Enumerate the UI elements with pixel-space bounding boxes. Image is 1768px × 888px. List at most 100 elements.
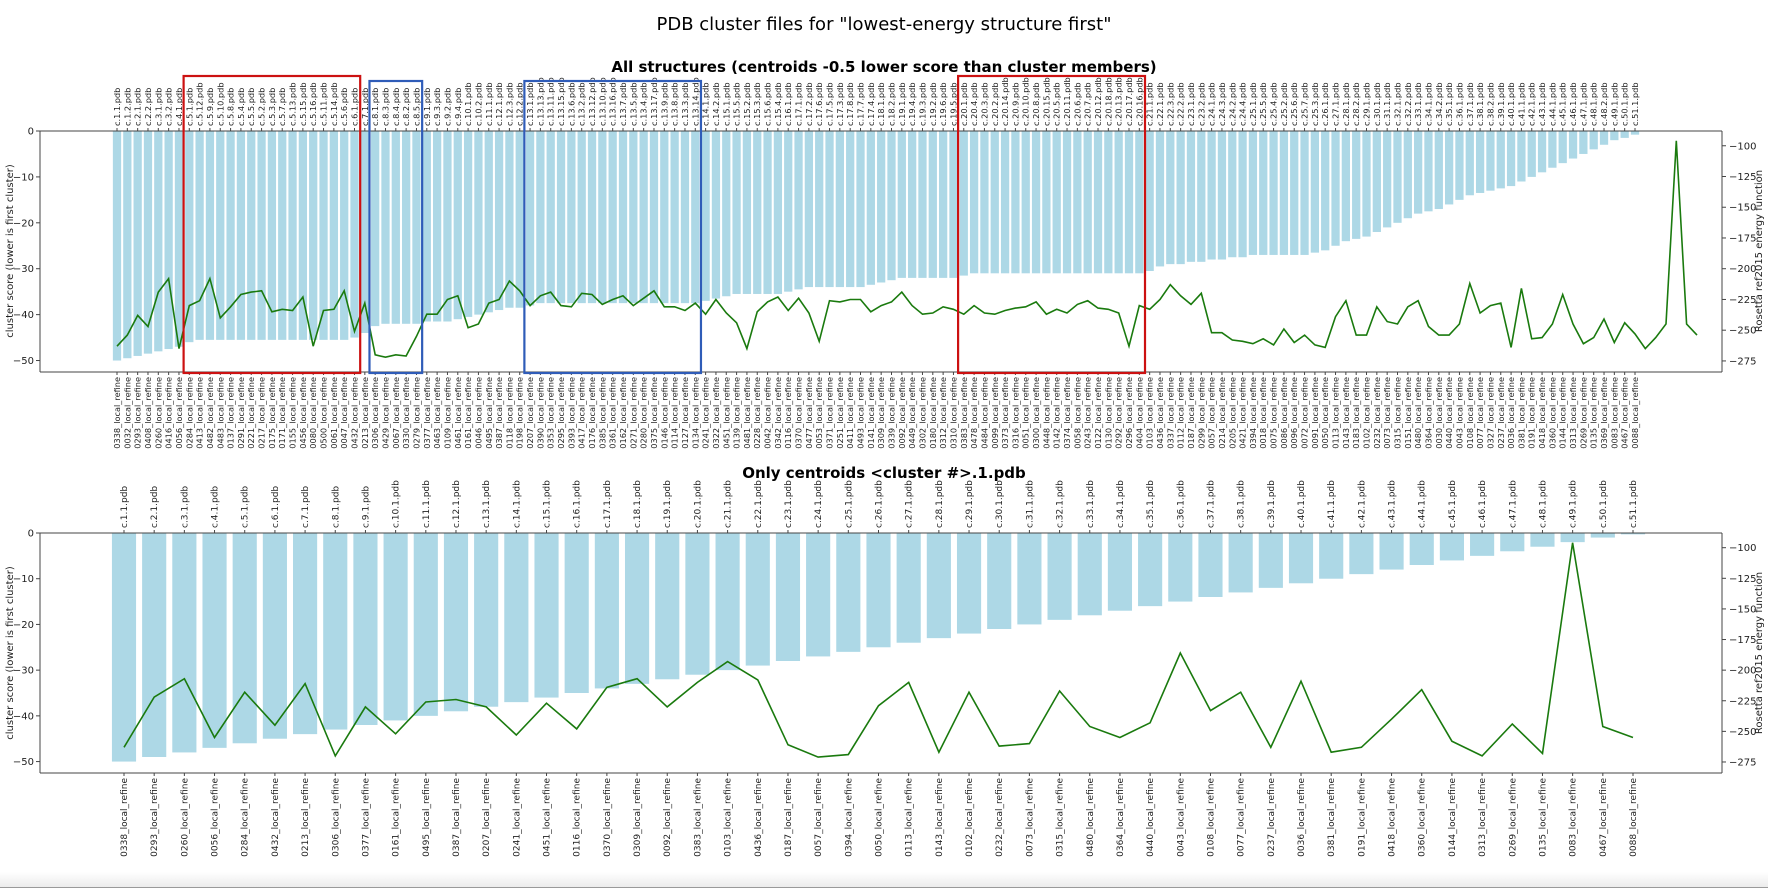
bar-all-127 bbox=[1424, 131, 1432, 211]
top-tick-label: c.4.1.pdb bbox=[174, 88, 184, 126]
top-tick-label: c.38.2.pdb bbox=[1485, 82, 1495, 126]
bottom-tick-label: 0337_local_refine bbox=[1165, 377, 1175, 449]
top-tick-label: c.5.9.pdb bbox=[205, 88, 215, 126]
bottom-tick-label: 0370_local_refine bbox=[603, 778, 613, 857]
bar-all-11 bbox=[226, 131, 234, 340]
bar-all-97 bbox=[1115, 131, 1123, 273]
top-tick-label: c.20.10.pdb bbox=[1021, 77, 1031, 126]
bottom-tick-label: 0375_local_refine bbox=[649, 377, 659, 449]
ytick-label: −50 bbox=[13, 356, 34, 367]
bar-all-0 bbox=[113, 131, 121, 361]
bar-centroid-39 bbox=[1289, 533, 1313, 583]
bottom-tick-label: 0291_local_refine bbox=[236, 377, 246, 449]
bar-all-17 bbox=[288, 131, 296, 340]
top-tick-label: c.15.4.pdb bbox=[773, 82, 783, 126]
bottom-tick-label: 0036_local_refine bbox=[1297, 778, 1307, 857]
bottom-tick-label: 0385_local_refine bbox=[597, 377, 607, 449]
bottom-tick-label: 0108_local_refine bbox=[1206, 778, 1216, 857]
bar-all-6 bbox=[175, 131, 183, 347]
y2tick-label: −150 bbox=[1729, 604, 1756, 615]
top-tick-label: c.26.1.pdb bbox=[1320, 82, 1330, 126]
top-tick-label: c.22.1.pdb bbox=[1155, 82, 1165, 126]
bottom-tick-label: 0260_local_refine bbox=[153, 377, 163, 449]
top-tick-label: c.2.2.pdb bbox=[143, 88, 153, 126]
bottom-tick-label: 0408_local_refine bbox=[143, 377, 153, 449]
bottom-tick-label: 0436_local_refine bbox=[754, 778, 764, 857]
top-tick-label: c.11.1.pdb bbox=[422, 480, 432, 528]
bottom-tick-label: 0056_local_refine bbox=[174, 377, 184, 449]
bar-all-118 bbox=[1331, 131, 1339, 246]
bottom-tick-label: 0353_local_refine bbox=[546, 377, 556, 449]
top-tick-label: c.21.1.pdb bbox=[724, 480, 734, 528]
bottom-tick-label: 0456_local_refine bbox=[298, 377, 308, 449]
bar-all-132 bbox=[1476, 131, 1484, 193]
y2tick-label: −100 bbox=[1729, 543, 1756, 554]
top-tick-label: c.20.11.pdb bbox=[1062, 77, 1072, 126]
top-tick-label: c.9.1.pdb bbox=[361, 486, 371, 528]
bar-centroid-17 bbox=[625, 533, 649, 684]
top-tick-label: c.13.2.pdb bbox=[577, 82, 587, 126]
top-tick-label: c.33.1.pdb bbox=[1413, 82, 1423, 126]
bar-all-79 bbox=[929, 131, 937, 278]
bar-centroid-19 bbox=[685, 533, 709, 675]
bar-all-29 bbox=[412, 131, 420, 324]
bar-all-99 bbox=[1135, 131, 1143, 273]
top-tick-label: c.4.1.pdb bbox=[211, 486, 221, 528]
bar-all-100 bbox=[1146, 131, 1154, 271]
bottom-tick-label: 0237_local_refine bbox=[1267, 778, 1277, 857]
top-tick-label: c.24.4.pdb bbox=[1238, 82, 1248, 126]
top-tick-label: c.5.7.pdb bbox=[277, 88, 287, 126]
bottom-tick-label: 0032_local_refine bbox=[122, 377, 132, 449]
top-tick-label: c.17.4.pdb bbox=[866, 82, 876, 126]
bottom-tick-label: 0018_local_refine bbox=[1258, 377, 1268, 449]
bar-all-75 bbox=[887, 131, 895, 280]
top-tick-label: c.9.1.pdb bbox=[422, 88, 432, 126]
bottom-tick-label: 0383_local_refine bbox=[959, 377, 969, 449]
y2tick-label: −175 bbox=[1729, 635, 1756, 646]
bar-all-42 bbox=[547, 131, 555, 303]
top-tick-label: c.44.1.pdb bbox=[1547, 82, 1557, 126]
top-tick-label: c.17.6.pdb bbox=[814, 82, 824, 126]
top-tick-label: c.32.1.pdb bbox=[1392, 82, 1402, 126]
bottom-tick-label: 0135_local_refine bbox=[1538, 778, 1548, 857]
y2tick-label: −225 bbox=[1729, 295, 1756, 306]
top-tick-label: c.19.1.pdb bbox=[663, 480, 673, 528]
bar-all-105 bbox=[1197, 131, 1205, 262]
bottom-tick-label: 0118_local_refine bbox=[504, 377, 514, 449]
top-tick-label: c.24.3.pdb bbox=[1217, 82, 1227, 126]
y2tick-label: −100 bbox=[1729, 141, 1756, 152]
bottom-tick-label: 0292_local_refine bbox=[1114, 377, 1124, 449]
figure-suptitle: PDB cluster files for "lowest-energy str… bbox=[656, 14, 1111, 35]
bar-all-73 bbox=[867, 131, 875, 285]
bar-all-32 bbox=[443, 131, 451, 322]
top-tick-label: c.16.1.pdb bbox=[573, 480, 583, 528]
y2tick-label: −150 bbox=[1729, 203, 1756, 214]
bar-all-25 bbox=[371, 131, 379, 326]
bar-all-57 bbox=[701, 131, 709, 301]
top-tick-label: c.8.5.pdb bbox=[411, 88, 421, 126]
top-tick-label: c.43.1.pdb bbox=[1537, 82, 1547, 126]
top-tick-label: c.5.13.pdb bbox=[288, 82, 298, 126]
bar-all-14 bbox=[257, 131, 265, 340]
bottom-tick-label: 0416_local_refine bbox=[164, 377, 174, 449]
bottom-tick-label: 0056_local_refine bbox=[211, 778, 221, 857]
bottom-tick-label: 0103_local_refine bbox=[724, 778, 734, 857]
bar-all-98 bbox=[1125, 131, 1133, 273]
bottom-tick-label: 0175_local_refine bbox=[267, 377, 277, 449]
top-tick-label: c.25.6.pdb bbox=[1289, 82, 1299, 126]
top-tick-label: c.17.1.pdb bbox=[794, 82, 804, 126]
top-tick-label: c.45.1.pdb bbox=[1448, 480, 1458, 528]
bottom-tick-label: 0134_local_refine bbox=[690, 377, 700, 449]
bar-all-22 bbox=[340, 131, 348, 340]
bar-all-33 bbox=[454, 131, 462, 319]
bottom-tick-label: 0198_local_refine bbox=[515, 377, 525, 449]
top-tick-label: c.37.1.pdb bbox=[1465, 82, 1475, 126]
top-tick-label: c.7.1.pdb bbox=[360, 88, 370, 126]
bar-all-28 bbox=[402, 131, 410, 324]
bar-all-121 bbox=[1362, 131, 1370, 237]
bar-centroid-12 bbox=[474, 533, 498, 707]
top-tick-label: c.13.11.pdb bbox=[546, 77, 556, 126]
bottom-tick-label: 0232_local_refine bbox=[995, 778, 1005, 857]
bar-all-50 bbox=[629, 131, 637, 303]
top-tick-label: c.13.16.pdb bbox=[608, 77, 618, 126]
